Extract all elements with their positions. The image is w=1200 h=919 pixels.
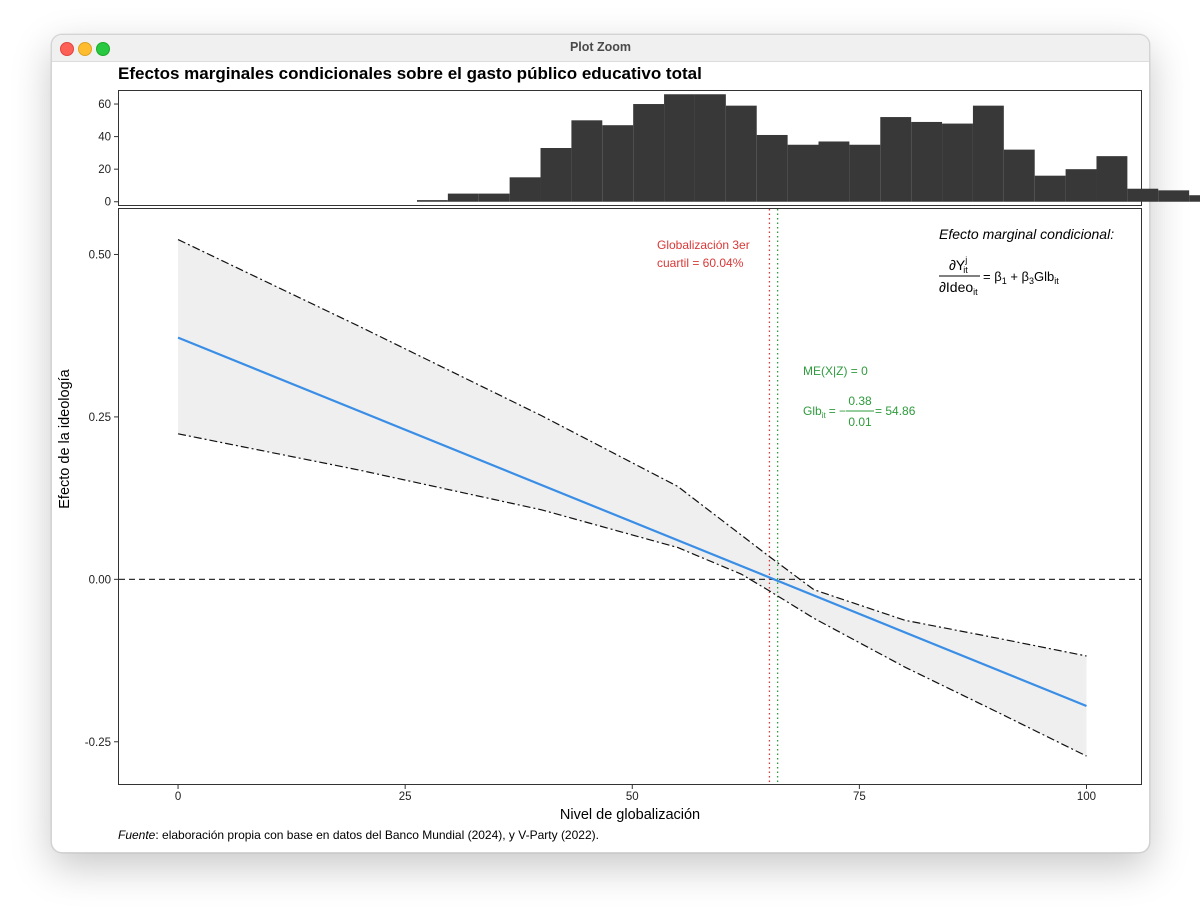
marginal-effect-line	[177, 336, 1087, 708]
histogram-bar	[1003, 149, 1035, 202]
green-denominator: 0.01	[848, 415, 872, 429]
histogram-y-tick-label: 60	[98, 99, 111, 111]
lower-ci-line	[177, 433, 1087, 757]
histogram-y-axis: 0 20 40 60	[98, 99, 119, 209]
histogram-bar	[972, 105, 1004, 202]
y-tick-label: 0.25	[89, 412, 111, 424]
x-axis-title: Nivel de globalización	[560, 807, 700, 823]
histogram-bar	[880, 117, 912, 202]
red-annotation-line-2: cuartil = 60.04%	[657, 256, 744, 270]
main-panel: -0.25 0.00 0.25 0.50 0 25 50 75 100 Nivel de gl…	[57, 208, 1142, 823]
formula-numerator: ∂Yj it	[949, 255, 968, 275]
histogram-bar	[1189, 195, 1200, 202]
histogram-bar	[1065, 169, 1097, 202]
histogram-bar	[1096, 156, 1128, 202]
window-title: Plot Zoom	[569, 40, 632, 54]
histogram-bar	[725, 105, 757, 202]
confidence-ribbon	[178, 239, 1087, 757]
histogram-bar	[942, 123, 973, 202]
x-tick-label: 100	[1077, 791, 1096, 803]
green-annotation-line-1: ME(X|Z) = 0	[803, 364, 868, 378]
x-tick-label: 25	[399, 791, 412, 803]
histogram-bar	[849, 144, 881, 202]
histogram-bar	[787, 144, 819, 202]
histogram-bar	[1158, 190, 1190, 202]
histogram-panel: 0 20 40 60	[98, 90, 1200, 209]
red-annotation-line-1: Globalización 3er	[657, 238, 750, 252]
x-tick-label: 0	[175, 791, 181, 803]
histogram-bar	[818, 141, 850, 202]
histogram-bar	[602, 125, 634, 202]
histogram-bar	[756, 134, 788, 202]
histogram-bar	[1127, 188, 1159, 202]
upper-ci-line	[177, 238, 1087, 657]
histogram-bar	[664, 94, 695, 202]
green-result: = 54.86	[875, 404, 916, 418]
histogram-y-tick-label: 0	[105, 197, 111, 209]
formula-annotation: Efecto marginal condicional: ∂Yj it ∂Ideo…	[939, 226, 1114, 297]
formula-rhs: = β1 + β3Glbit	[983, 269, 1059, 286]
histogram-bar	[447, 193, 479, 202]
title-bar[interactable]: Plot Zoom	[52, 35, 1149, 62]
red-annotation: Globalización 3er cuartil = 60.04%	[657, 238, 750, 270]
y-axis-title: Efecto de la ideología	[57, 368, 73, 508]
green-lhs: Glbit = −	[803, 404, 846, 420]
zoom-button[interactable]	[96, 42, 110, 56]
main-y-axis: -0.25 0.00 0.25 0.50	[85, 249, 119, 749]
green-annotation: ME(X|Z) = 0 Glbit = − 0.38 0.01 = 54.86	[803, 364, 916, 429]
minimize-button[interactable]	[78, 42, 92, 56]
caption: Fuente: elaboración propia con base en d…	[118, 828, 599, 842]
x-tick-label: 75	[853, 791, 866, 803]
histogram-bars	[416, 94, 1200, 202]
histogram-bar	[540, 148, 572, 202]
histogram-bar	[694, 94, 726, 202]
chart-title: Efectos marginales condicionales sobre e…	[118, 64, 702, 83]
y-tick-label: 0.00	[89, 574, 111, 586]
close-button[interactable]	[60, 42, 74, 56]
green-numerator: 0.38	[848, 394, 872, 408]
y-tick-label: 0.50	[89, 249, 111, 261]
histogram-y-tick-label: 20	[98, 164, 111, 176]
main-frame	[118, 208, 1142, 785]
histogram-bar	[1034, 175, 1066, 202]
histogram-bar	[416, 200, 448, 202]
histogram-bar	[633, 104, 665, 202]
y-tick-label: -0.25	[85, 737, 111, 749]
formula-title: Efecto marginal condicional:	[939, 226, 1114, 242]
histogram-bar	[478, 193, 510, 202]
x-tick-label: 50	[626, 791, 639, 803]
formula-denominator: ∂Ideoit	[939, 279, 978, 297]
histogram-bar	[509, 177, 541, 202]
main-x-axis: 0 25 50 75 100	[175, 784, 1096, 803]
histogram-y-tick-label: 40	[98, 132, 111, 144]
histogram-bar	[571, 120, 603, 202]
histogram-bar	[911, 121, 943, 202]
